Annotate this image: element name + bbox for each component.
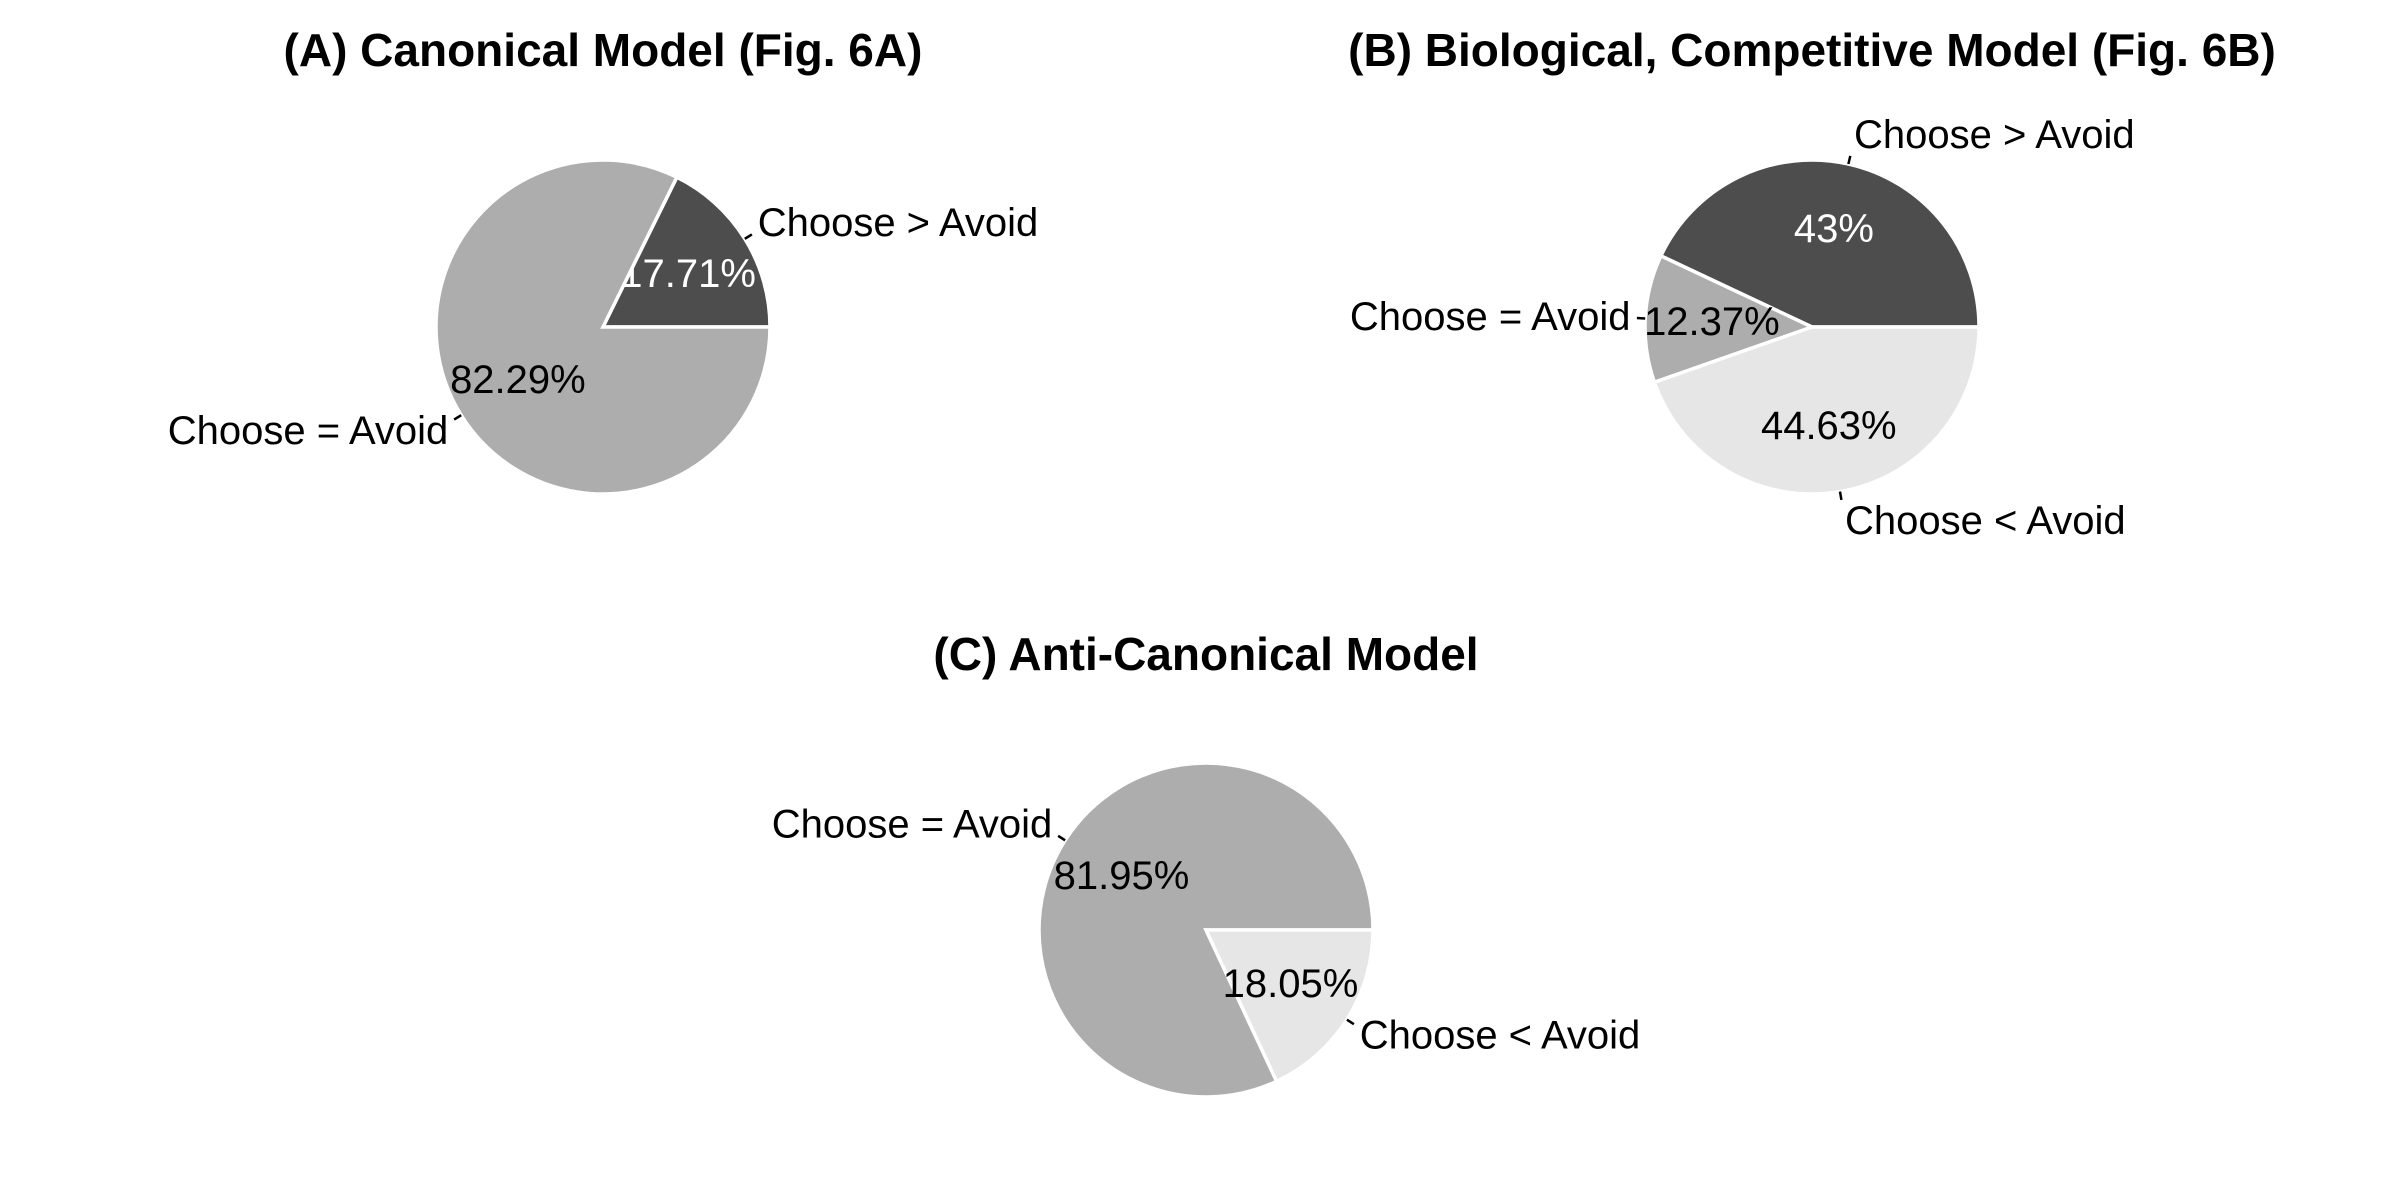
pie-title-a: (A) Canonical Model (Fig. 6A) [284, 24, 923, 76]
pie-b-category-label-choose-gt-avoid: Choose > Avoid [1854, 113, 2135, 157]
pie-b-category-label-choose-eq-avoid: Choose = Avoid [1350, 295, 1631, 339]
pie-chart-b: (B) Biological, Competitive Model (Fig. … [1348, 24, 2276, 543]
pie-a-category-label-choose-gt-avoid: Choose > Avoid [758, 201, 1039, 245]
pie-c-category-label-choose-lt-avoid: Choose < Avoid [1360, 1014, 1641, 1058]
pie-c-category-label-choose-eq-avoid: Choose = Avoid [772, 802, 1053, 846]
pie-title-b: (B) Biological, Competitive Model (Fig. … [1348, 24, 2276, 76]
pie-a-leader-choose-eq-avoid [453, 414, 462, 421]
pie-b-slice-choose-gt-avoid [1658, 158, 1981, 329]
pie-c-leader-choose-lt-avoid [1346, 1018, 1355, 1026]
pie-a-slice-choose-eq-avoid [434, 158, 772, 496]
pie-chart-c: (C) Anti-Canonical Model Choose = Avoid81… [772, 628, 1641, 1099]
pie-a-leader-choose-gt-avoid [744, 233, 753, 240]
pie-b-category-label-choose-lt-avoid: Choose < Avoid [1845, 499, 2126, 543]
pie-b-slice-choose-eq-avoid [1643, 253, 1817, 385]
pie-c-pct-label-choose-lt-avoid: 18.05% [1223, 962, 1359, 1006]
pie-b-pct-label-choose-gt-avoid: 43% [1794, 207, 1874, 251]
pie-c-slice-choose-lt-avoid [1203, 928, 1375, 1084]
pie-b-leader-choose-lt-avoid [1838, 491, 1843, 501]
pie-a-pct-label-choose-eq-avoid: 82.29% [450, 358, 586, 402]
pie-a-category-label-choose-eq-avoid: Choose = Avoid [168, 409, 449, 453]
pie-b-pct-label-choose-lt-avoid: 44.63% [1761, 404, 1897, 448]
pie-b-leader-choose-eq-avoid [1636, 316, 1646, 320]
pie-c-leader-choose-eq-avoid [1057, 834, 1066, 842]
pie-b-leader-choose-gt-avoid [1847, 155, 1852, 165]
pie-c-pct-label-choose-eq-avoid: 81.95% [1054, 854, 1190, 898]
pie-b-pct-label-choose-eq-avoid: 12.37% [1644, 300, 1780, 344]
pie-title-c: (C) Anti-Canonical Model [933, 628, 1478, 680]
pie-a-pct-label-choose-gt-avoid: 17.71% [620, 252, 756, 296]
pie-chart-a: (A) Canonical Model (Fig. 6A) Choose > Av… [168, 24, 1039, 496]
